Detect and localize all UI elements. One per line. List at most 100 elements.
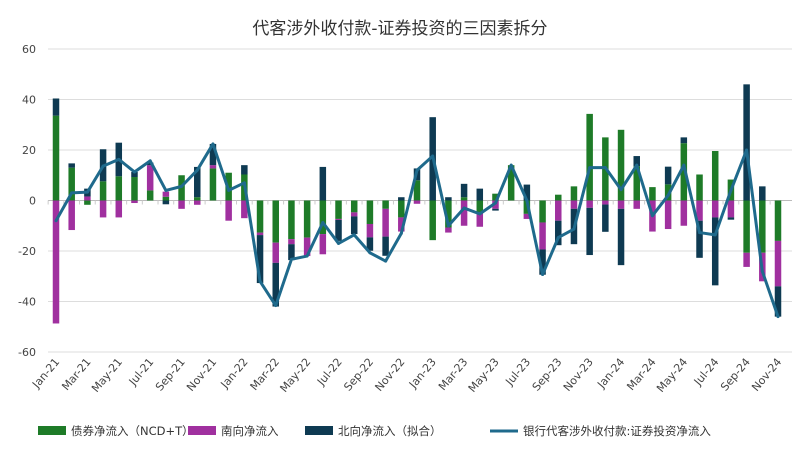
x-tick-label: Jan-22 bbox=[218, 356, 251, 392]
bar-May-22-s0 bbox=[303, 200, 311, 238]
bar-Feb-23-s0 bbox=[445, 200, 452, 228]
bar-Nov-24-s0 bbox=[774, 200, 782, 241]
line-point-Oct-21 bbox=[195, 168, 199, 172]
bar-Feb-21-s1 bbox=[68, 200, 75, 231]
bar-Nov-21-s1 bbox=[209, 165, 217, 169]
x-tick-label: Nov-24 bbox=[749, 356, 784, 394]
bar-Apr-23-s0 bbox=[476, 200, 484, 213]
bar-May-23-s2 bbox=[492, 208, 499, 211]
x-tick-label: Jul-23 bbox=[502, 356, 533, 389]
bar-May-21-s0 bbox=[115, 176, 123, 201]
bar-Aug-24-s2 bbox=[727, 217, 735, 220]
legend-label: 债券净流入（NCD+T） bbox=[71, 424, 194, 438]
x-tick-label: Jul-21 bbox=[126, 356, 157, 389]
bar-Nov-22-s2 bbox=[398, 197, 405, 201]
bar-Oct-24-s0 bbox=[759, 200, 766, 253]
bar-Feb-24-s1 bbox=[633, 200, 640, 209]
x-tick-label: Sep-23 bbox=[530, 356, 565, 394]
bar-Nov-24-s2 bbox=[774, 286, 782, 317]
legend-swatch bbox=[305, 426, 333, 435]
x-tick-label: Nov-22 bbox=[372, 356, 407, 394]
line-point-Jun-22 bbox=[321, 220, 325, 224]
legend-swatch bbox=[188, 426, 216, 435]
bar-Nov-21-s0 bbox=[209, 168, 217, 201]
bar-Jan-24-s2 bbox=[617, 208, 625, 266]
bar-Mar-23-s2 bbox=[460, 183, 468, 198]
line-point-Feb-24 bbox=[635, 163, 639, 167]
y-tick-label: 0 bbox=[29, 195, 36, 208]
x-tick-label: Jan-23 bbox=[406, 356, 439, 392]
bar-Apr-21-s0 bbox=[99, 181, 107, 201]
bar-Nov-21-s2 bbox=[209, 143, 217, 166]
line-point-Oct-22 bbox=[384, 259, 388, 263]
bar-Jan-21-s0 bbox=[52, 115, 60, 201]
bar-Apr-22-s2 bbox=[288, 244, 295, 261]
bar-Mar-22-s1 bbox=[272, 242, 279, 263]
bar-Nov-23-s1 bbox=[586, 200, 593, 208]
line-point-Nov-22 bbox=[399, 231, 403, 235]
x-tick-label: Sep-21 bbox=[153, 356, 188, 394]
bar-Oct-24-s2 bbox=[759, 186, 766, 201]
line-point-Jan-24 bbox=[619, 188, 623, 192]
line-point-Sep-21 bbox=[180, 184, 184, 188]
line-point-Nov-21 bbox=[211, 142, 215, 146]
gridlines bbox=[47, 48, 792, 353]
line-point-Mar-23 bbox=[462, 206, 466, 210]
bar-Jan-23-s0 bbox=[429, 200, 436, 241]
line-point-Jul-21 bbox=[148, 159, 152, 163]
bar-May-24-s2 bbox=[680, 137, 688, 144]
line-point-Feb-22 bbox=[258, 279, 262, 283]
bar-Dec-21-s1 bbox=[225, 200, 232, 221]
bar-Jun-21-s1 bbox=[131, 200, 138, 204]
bar-Mar-22-s0 bbox=[272, 200, 279, 243]
bar-Nov-22-s0 bbox=[398, 200, 405, 218]
x-tick-label: Nov-21 bbox=[184, 356, 219, 394]
bar-Sep-24-s1 bbox=[743, 252, 750, 267]
x-tick-label: Jan-21 bbox=[29, 356, 62, 392]
legend: 债券净流入（NCD+T） 南向净流入 北向净流入（拟合） 银行代客涉外收付款:证券投资… bbox=[38, 424, 711, 438]
bar-Feb-22-s0 bbox=[256, 200, 264, 233]
bar-Apr-23-s2 bbox=[476, 188, 484, 201]
line-point-Feb-21 bbox=[70, 191, 74, 195]
bar-Mar-21-s1 bbox=[84, 196, 91, 201]
line-point-Jul-23 bbox=[525, 199, 529, 202]
bar-Jun-24-s0 bbox=[696, 174, 703, 201]
bar-Feb-24-s0 bbox=[633, 166, 640, 201]
bar-Jun-24-s2 bbox=[696, 220, 703, 258]
bar-Aug-21-s2 bbox=[162, 200, 170, 205]
bar-Aug-21-s0 bbox=[162, 196, 170, 201]
bar-Feb-22-s2 bbox=[256, 235, 264, 284]
legend-label: 银行代客涉外收付款:证券投资净流入 bbox=[523, 424, 711, 438]
bar-Nov-24-s1 bbox=[774, 240, 782, 287]
bar-Jun-22-s1 bbox=[319, 234, 327, 255]
line-point-Jun-21 bbox=[132, 170, 136, 174]
bar-Jun-21-s2 bbox=[131, 171, 138, 178]
bar-Mar-22-s2 bbox=[272, 262, 279, 307]
bar-Jan-21-s1 bbox=[52, 200, 60, 324]
line-point-Mar-21 bbox=[85, 190, 89, 194]
bar-Aug-23-s1 bbox=[539, 222, 546, 250]
line-point-Jun-24 bbox=[698, 231, 702, 235]
bar-Dec-22-s0 bbox=[413, 180, 421, 201]
bar-Apr-24-s1 bbox=[664, 200, 672, 230]
bar-Mar-23-s0 bbox=[460, 197, 468, 201]
bar-Sep-23-s0 bbox=[555, 194, 562, 201]
bar-Oct-22-s1 bbox=[382, 208, 389, 237]
bar-Jun-22-s0 bbox=[319, 200, 327, 235]
bar-May-24-s1 bbox=[680, 200, 688, 226]
bar-Feb-21-s2 bbox=[68, 163, 75, 168]
line-point-Sep-23 bbox=[556, 236, 560, 240]
line-point-Jan-23 bbox=[431, 154, 435, 158]
bar-Jan-21-s2 bbox=[52, 98, 60, 116]
line-point-Nov-23 bbox=[588, 166, 592, 170]
x-tick-label: May-23 bbox=[466, 356, 502, 395]
legend-label: 北向净流入（拟合） bbox=[338, 424, 442, 438]
bar-Oct-23-s0 bbox=[570, 186, 578, 201]
bar-Oct-23-s1 bbox=[570, 200, 578, 209]
bar-Oct-21-s0 bbox=[194, 197, 201, 201]
line-point-Apr-22 bbox=[289, 257, 293, 261]
line-point-Jun-23 bbox=[509, 163, 513, 167]
bar-Aug-22-s1 bbox=[350, 212, 358, 217]
